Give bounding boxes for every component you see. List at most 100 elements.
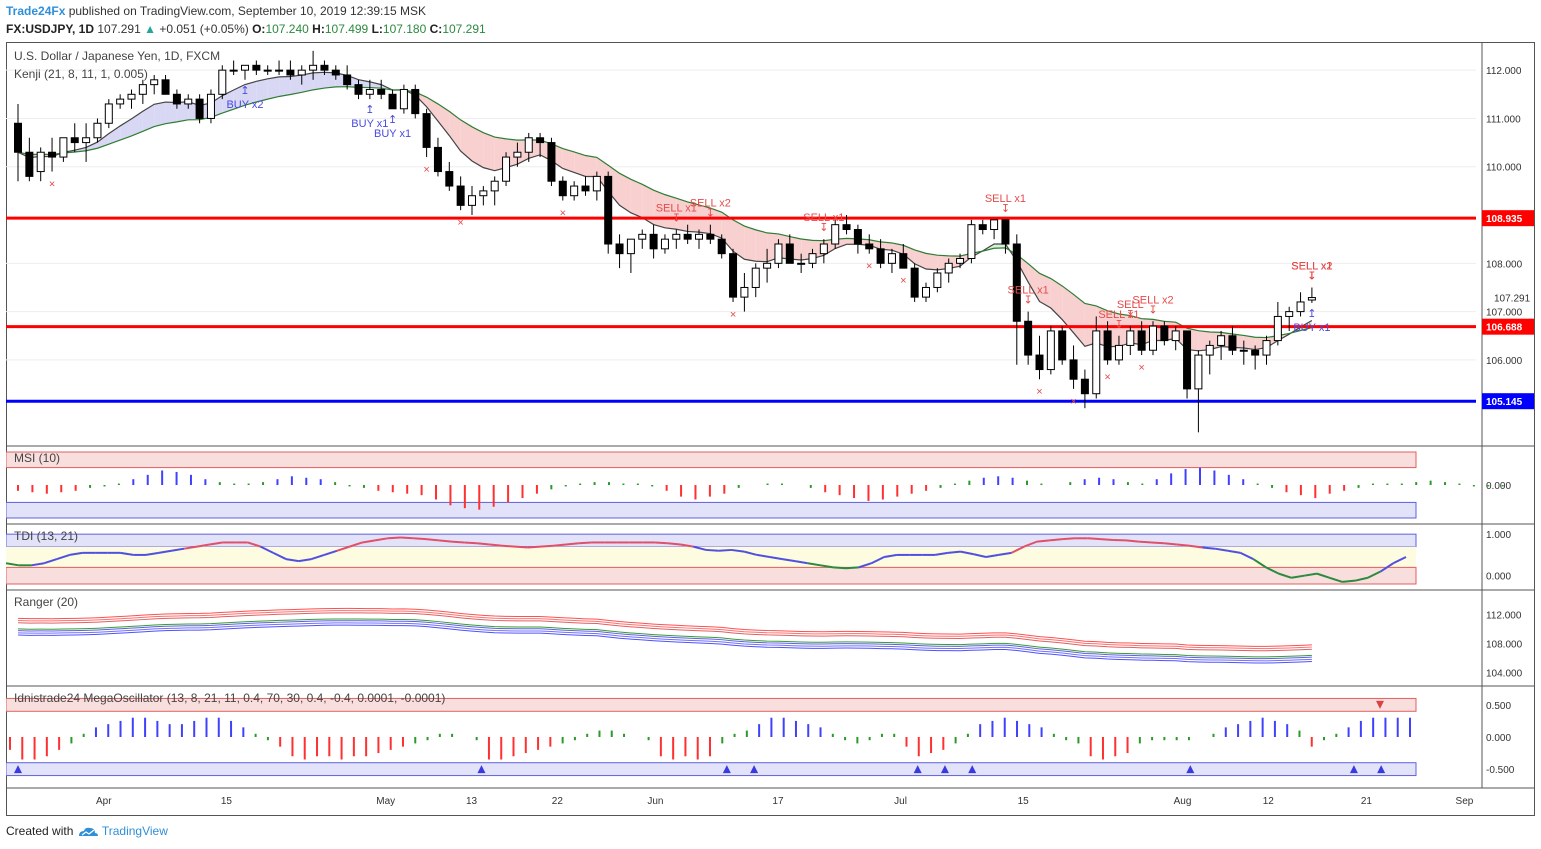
candle-body — [967, 224, 976, 259]
buy-triangle-icon — [750, 765, 759, 774]
publisher-name[interactable]: Trade24Fx — [6, 4, 66, 18]
kenji-ribbon-band — [733, 219, 745, 260]
candle-body — [1217, 335, 1226, 346]
tdi-line-segment — [1252, 558, 1267, 569]
buy-triangle-icon — [968, 765, 977, 774]
stop-marker-icon: × — [730, 309, 736, 321]
time-axis-tick: Jul — [894, 796, 907, 807]
kenji-ribbon-band — [154, 102, 166, 127]
buy-triangle-icon — [1377, 765, 1386, 774]
time-axis-tick: Jun — [647, 796, 663, 807]
ranger-band-line — [17, 620, 1312, 660]
sell-signal-label: SELL x1 — [1008, 285, 1049, 297]
mega-axis-tick: -0.500 — [1486, 765, 1515, 776]
tdi-line-segment — [413, 537, 427, 541]
tdi-line-segment — [807, 562, 821, 567]
msi-overbought-zone — [6, 451, 1417, 469]
candle-body — [615, 243, 624, 255]
tdi-line-segment — [158, 549, 172, 554]
candle-body — [910, 267, 919, 298]
kenji-ribbon-band — [483, 132, 495, 171]
candle-body — [1012, 243, 1021, 322]
buy-triangle-icon — [1186, 765, 1195, 774]
time-axis-tick: 15 — [1018, 796, 1030, 807]
kenji-ribbon-band — [1062, 285, 1074, 333]
candle-body — [263, 69, 272, 72]
sell-arrow-icon: ↧ — [706, 208, 715, 220]
chart-canvas[interactable]: 112.000 111.000 110.000 108.000 107.000 106.0… — [6, 42, 1535, 816]
candle-body — [899, 253, 908, 269]
sell-signal-label: SELL x1 — [1291, 261, 1332, 273]
tdi-line-segment — [667, 542, 681, 546]
tdi-line-segment — [43, 558, 58, 565]
symbol-label[interactable]: FX:USDJPY, 1D — [6, 22, 95, 36]
candle-body — [1183, 330, 1192, 390]
candle-body — [399, 88, 408, 110]
tdi-line-segment — [1291, 574, 1305, 579]
tdi-line-segment — [1062, 537, 1076, 541]
time-axis-tick: Apr — [96, 796, 112, 807]
tdi-line-segment — [247, 541, 261, 548]
candle-body — [558, 180, 567, 197]
tdi-line-segment — [272, 551, 287, 560]
candle-body — [683, 233, 692, 240]
tradingview-cloud-icon[interactable] — [77, 825, 99, 839]
level-price-label: 108.935 — [1486, 214, 1523, 225]
chart-header: Trade24Fx published on TradingView.com, … — [6, 4, 1535, 38]
tdi-line-segment — [553, 543, 567, 547]
price-axis-tick: 111.000 — [1486, 114, 1521, 125]
level-price-tag — [1482, 318, 1534, 335]
high-label: H: — [312, 22, 325, 36]
sell-signal-label: SELL x1 — [656, 203, 697, 215]
candle-body — [1194, 354, 1203, 390]
tradingview-link[interactable]: TradingView — [101, 824, 168, 838]
kenji-ribbon-band — [449, 111, 461, 152]
candle-body — [1285, 311, 1294, 317]
mega-upper-zone — [6, 697, 1417, 712]
candle-body — [819, 243, 828, 255]
tdi-line-segment — [769, 556, 783, 561]
tdi-line-segment — [1265, 566, 1280, 575]
candle-body — [331, 69, 340, 76]
stop-marker-icon: × — [866, 261, 872, 273]
stop-marker-icon: × — [49, 179, 55, 191]
tdi-line-segment — [1125, 539, 1139, 543]
sell-arrow-icon: ↧ — [1001, 203, 1010, 215]
sell-signal-label: SELL — [1117, 299, 1144, 311]
candle-body — [48, 151, 57, 158]
candle-body — [1035, 354, 1044, 371]
sell-arrow-icon: ↧ — [1307, 271, 1316, 283]
candle-body — [433, 146, 442, 173]
tdi-line-segment — [1164, 542, 1178, 546]
tdi-line-segment — [1214, 547, 1228, 552]
up-arrow-icon: ▲ — [144, 22, 156, 36]
candle-body — [161, 79, 170, 95]
candle-body — [354, 84, 363, 95]
mega-axis-tick: 0.000 — [1486, 733, 1511, 744]
price-axis-tick: 108.000 — [1486, 259, 1523, 270]
close-label: C: — [429, 22, 443, 36]
candle-body — [1080, 378, 1089, 395]
candle-body — [388, 93, 397, 110]
tdi-line-segment — [502, 544, 516, 548]
ranger-title: Ranger (20) — [14, 595, 78, 609]
tdi-line-segment — [1036, 539, 1050, 543]
candle-body — [150, 79, 159, 86]
sell-signal-label: SELL x1 — [1291, 261, 1332, 273]
candle-body — [59, 137, 68, 158]
tdi-line-segment — [209, 541, 223, 546]
high-value: 107.499 — [324, 22, 369, 36]
published-info: published on TradingView.com, September … — [65, 4, 427, 18]
ranger-axis-tick: 108.000 — [1486, 639, 1523, 650]
tdi-line-segment — [1049, 538, 1063, 542]
tdi-line-segment — [31, 562, 45, 567]
price-axis-tick: 112.000 — [1486, 66, 1522, 77]
candle-body — [763, 262, 772, 269]
tdi-mid-zone — [6, 546, 1416, 568]
candle-body — [1069, 359, 1078, 380]
tdi-line-segment — [1304, 572, 1318, 577]
time-axis-tick: Aug — [1174, 796, 1192, 807]
last-price: 107.291 — [97, 22, 141, 36]
candle-body — [842, 224, 851, 231]
candle-body — [1296, 301, 1305, 313]
